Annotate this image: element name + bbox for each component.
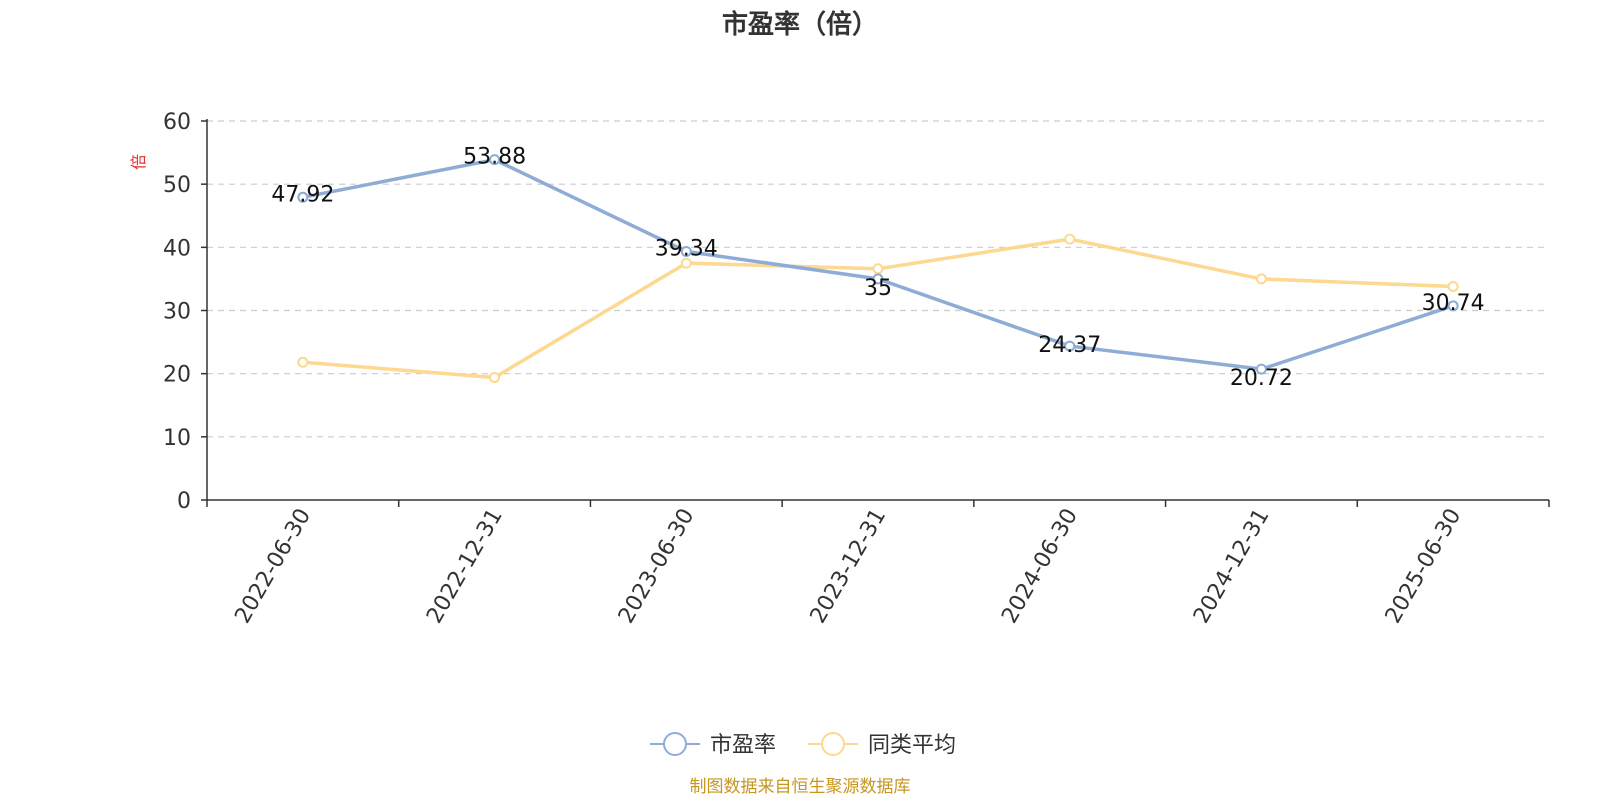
data-point [1447, 300, 1459, 312]
data-label: 35 [864, 276, 892, 301]
data-point [297, 356, 309, 368]
y-tick-label: 0 [177, 489, 191, 514]
x-tick-label: 2024-06-30 [997, 505, 1083, 628]
chart-title: 市盈率（倍） [722, 9, 878, 40]
x-tick-label: 2022-06-30 [230, 505, 316, 628]
data-label: 20.72 [1230, 366, 1293, 391]
data-label: 30.74 [1422, 291, 1485, 316]
data-point [1447, 280, 1459, 292]
y-tick-label: 50 [163, 173, 191, 198]
y-tick-label: 30 [163, 300, 191, 325]
legend-item[interactable]: 市盈率 [650, 732, 776, 758]
source-note: 制图数据来自恒生聚源数据库 [690, 777, 911, 797]
x-tick-label: 2025-06-30 [1381, 505, 1467, 628]
data-point [489, 154, 501, 166]
y-axis-ticks: 0 10 20 30 40 50 60 [163, 110, 207, 514]
x-tick-label: 2023-12-31 [806, 505, 892, 628]
y-tick-label: 10 [163, 426, 191, 451]
data-point [872, 263, 884, 275]
x-tick-label: 2024-12-31 [1189, 505, 1275, 628]
legend-circle-icon [663, 732, 687, 756]
data-label: 53.88 [463, 145, 526, 170]
data-point [680, 257, 692, 269]
x-axis-ticks: 2022-06-30 2022-12-31 2023-06-30 2023-12-31… [206, 500, 1550, 628]
x-tick-label: 2022-12-31 [422, 505, 508, 628]
data-point [297, 191, 309, 203]
legend-circle-icon [821, 732, 845, 756]
data-point [1064, 233, 1076, 245]
data-point [680, 246, 692, 258]
y-unit-label: 倍 [129, 154, 148, 170]
legend-label: 同类平均 [868, 733, 956, 758]
data-point [1064, 340, 1076, 352]
legend-label: 市盈率 [710, 733, 776, 758]
y-tick-label: 60 [163, 110, 191, 135]
legend[interactable]: 市盈率 同类平均 [650, 732, 956, 758]
data-point [1255, 273, 1267, 285]
data-label: 39.34 [655, 237, 718, 262]
data-label: 47.92 [271, 182, 334, 207]
data-point [489, 371, 501, 383]
x-tick-label: 2023-06-30 [614, 505, 700, 628]
y-tick-label: 40 [163, 236, 191, 261]
data-point [872, 273, 884, 285]
data-label: 24.37 [1038, 333, 1101, 358]
series-layer [297, 154, 1459, 383]
data-point [1255, 363, 1267, 375]
data-labels: 47.92 53.88 39.34 35 24.37 20.72 30.74 [271, 145, 1484, 391]
legend-item[interactable]: 同类平均 [808, 732, 956, 758]
series-line [302, 237, 1454, 380]
y-tick-label: 20 [163, 363, 191, 388]
